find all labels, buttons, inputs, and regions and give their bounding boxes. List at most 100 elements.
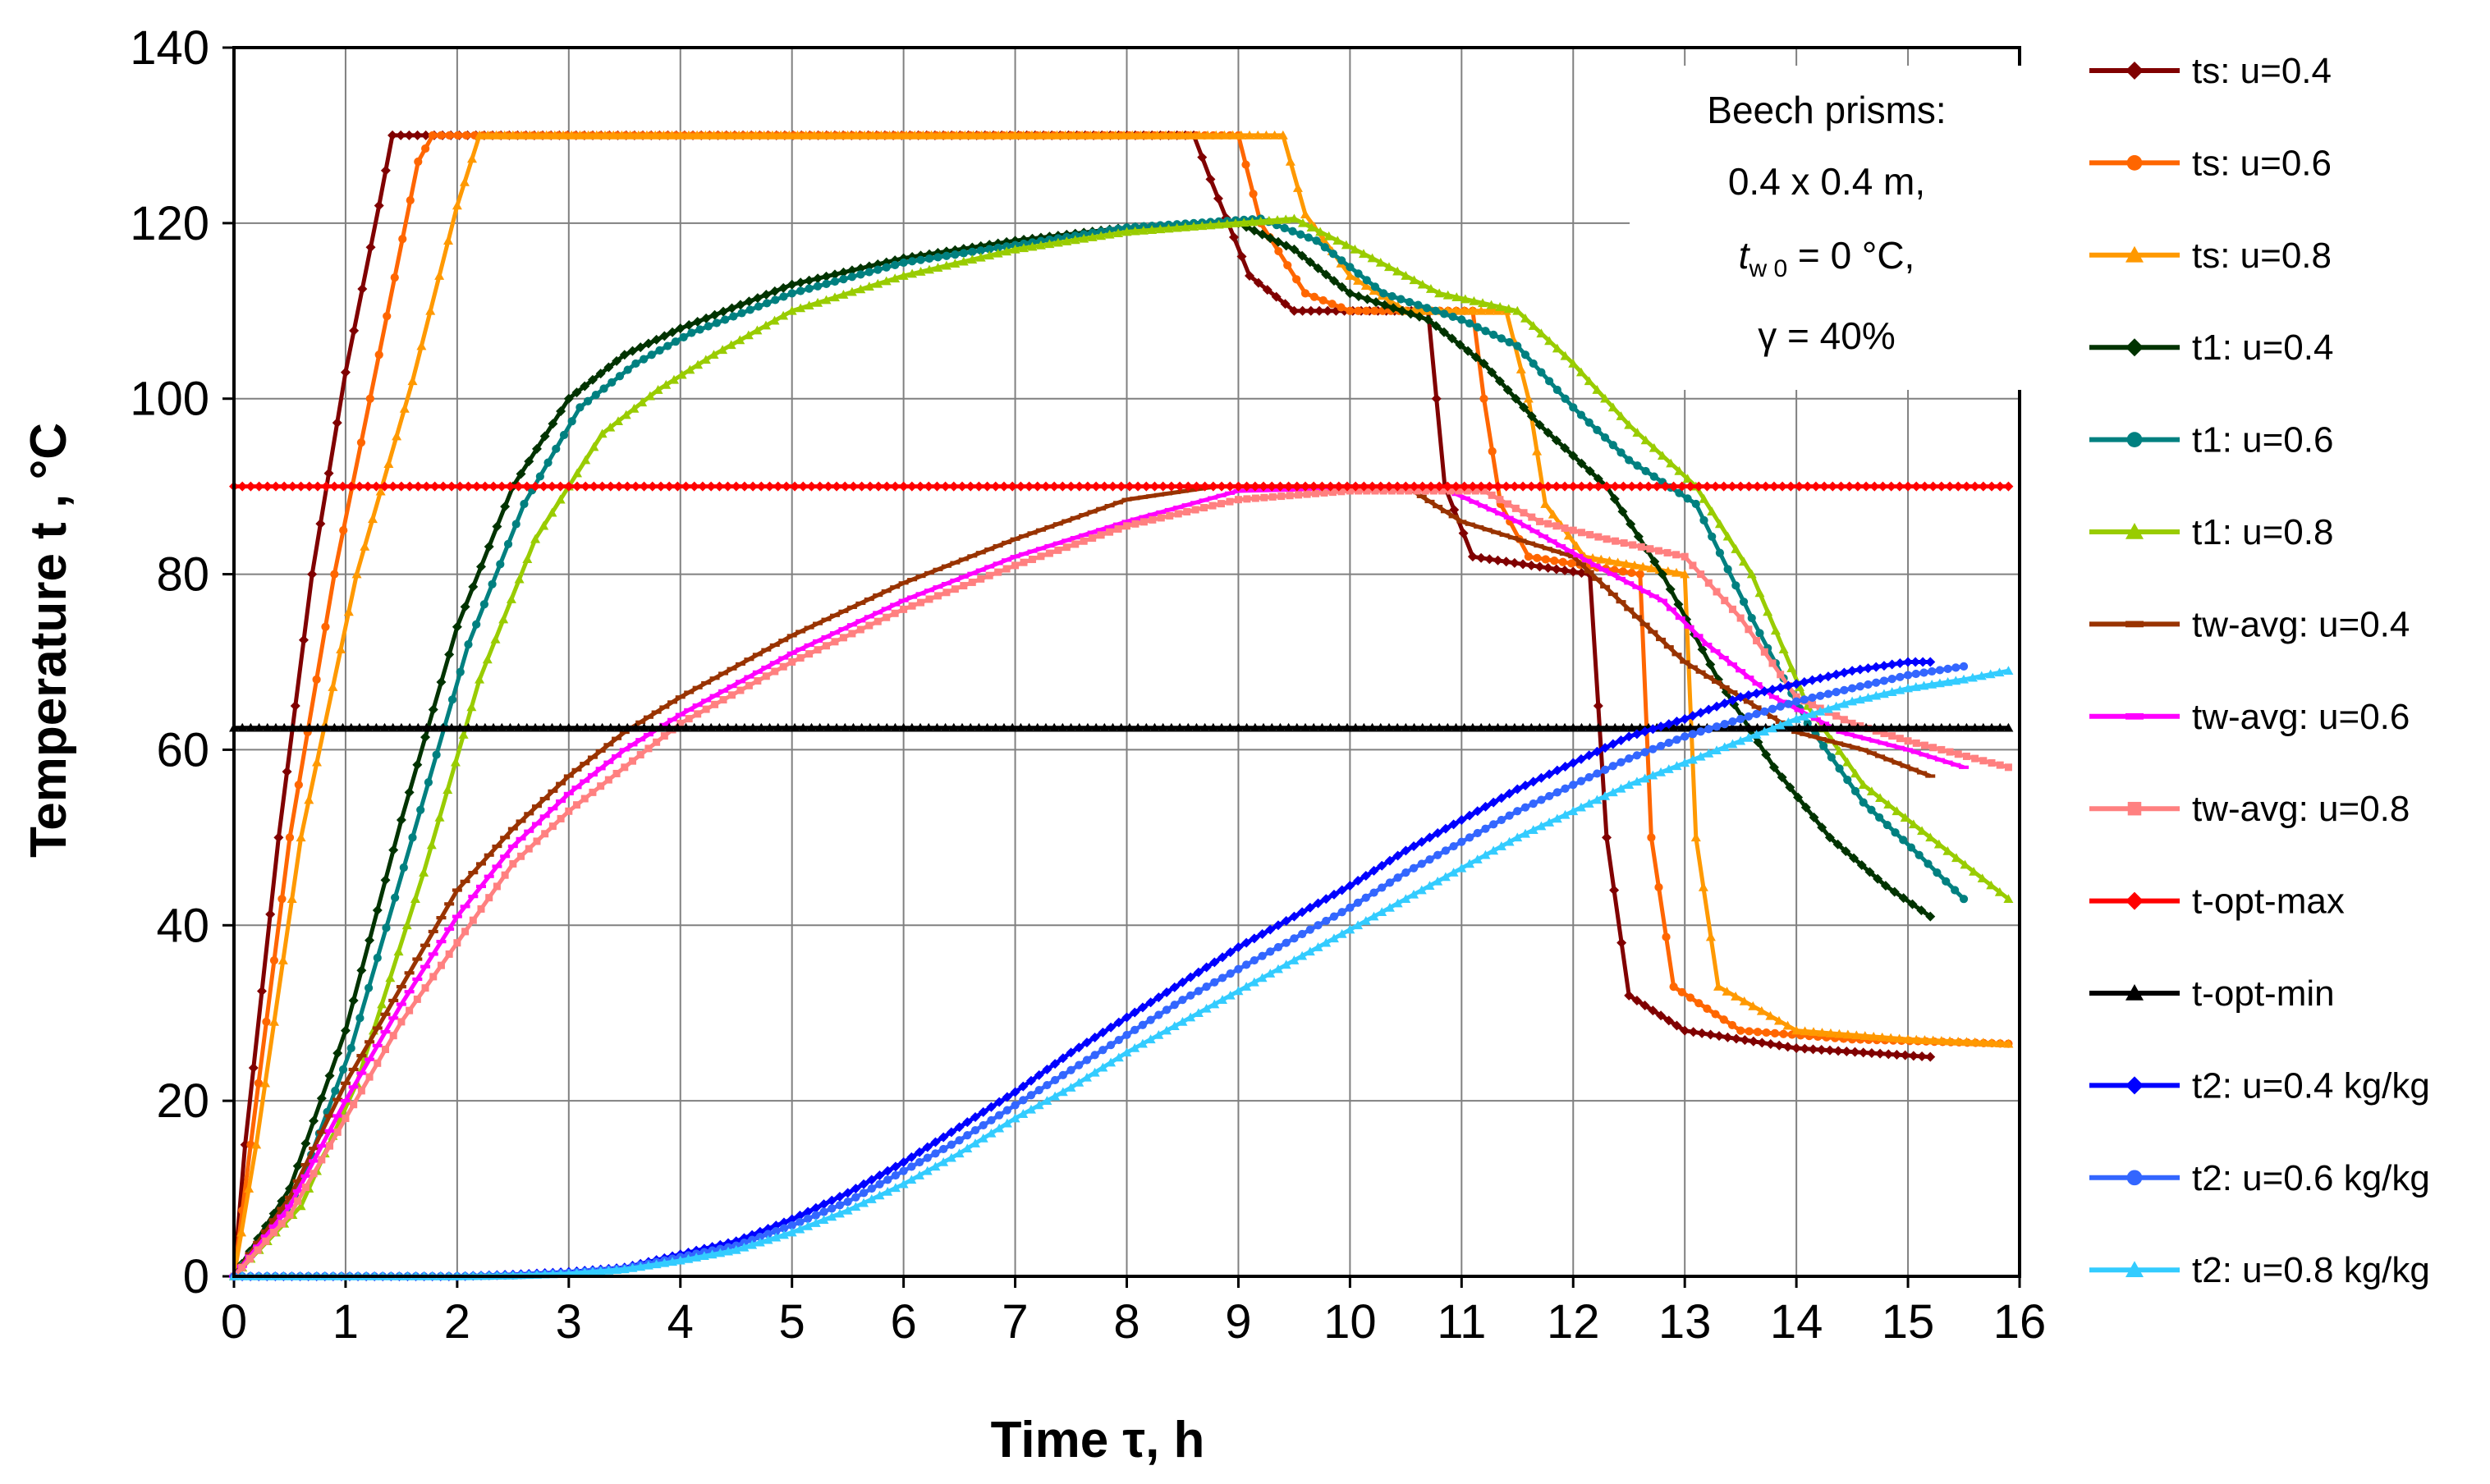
data-point [1900, 764, 1910, 768]
data-point [784, 130, 795, 140]
legend-label: t2: u=0.8 kg/kg [2192, 1250, 2430, 1290]
data-point [1296, 230, 1305, 239]
data-point [2004, 763, 2012, 772]
data-point [1488, 797, 1499, 808]
data-point [1656, 741, 1666, 750]
data-point [1442, 481, 1453, 492]
data-point [1640, 748, 1649, 757]
data-point [444, 902, 455, 906]
data-point [284, 1195, 295, 1199]
data-point [918, 130, 929, 140]
data-point [848, 722, 859, 732]
data-point [1305, 925, 1314, 934]
data-point [1518, 481, 1529, 492]
data-point [1887, 675, 1896, 684]
data-point [1760, 481, 1771, 492]
data-point [1178, 489, 1189, 493]
data-point [342, 1115, 350, 1123]
data-point [1062, 236, 1072, 245]
data-point [1800, 1026, 1810, 1036]
data-point [1431, 306, 1440, 315]
data-point [1927, 679, 1937, 689]
data-point [1631, 776, 1642, 786]
data-point [978, 1106, 988, 1117]
data-point [1584, 722, 1595, 732]
data-point [1526, 481, 1537, 492]
data-point [420, 964, 431, 969]
data-point [475, 674, 485, 684]
data-point [1290, 934, 1299, 943]
data-point [636, 751, 644, 759]
data-point [1438, 327, 1449, 337]
data-point [781, 481, 791, 492]
data-point [1449, 841, 1458, 851]
data-point [530, 722, 541, 732]
data-point [821, 634, 832, 639]
data-point [1149, 722, 1160, 732]
data-point [1217, 481, 1227, 492]
data-point [1035, 547, 1046, 551]
data-point [1878, 722, 1888, 732]
x-tick-label: 16 [1993, 1295, 2047, 1349]
data-point [717, 130, 727, 140]
data-point [539, 814, 550, 818]
data-point [1379, 487, 1387, 495]
data-point [786, 1227, 797, 1237]
data-point [1315, 227, 1326, 236]
data-point [1684, 625, 1694, 629]
data-point [1925, 1051, 1936, 1062]
data-point [865, 621, 874, 630]
data-point [769, 661, 780, 665]
data-point [1170, 490, 1181, 495]
data-point [842, 1188, 853, 1198]
data-point [492, 864, 502, 868]
data-point [1158, 481, 1168, 492]
data-point [1502, 385, 1513, 396]
data-point [1702, 481, 1713, 492]
data-point [484, 853, 494, 857]
data-point [1871, 662, 1882, 672]
data-point [254, 481, 264, 492]
data-point [839, 275, 848, 284]
data-point [1010, 1087, 1020, 1097]
data-point [332, 1097, 343, 1102]
data-point [729, 312, 738, 321]
data-point [1575, 562, 1586, 566]
data-point [1794, 481, 1804, 492]
data-point [1467, 722, 1478, 732]
data-point [1409, 863, 1419, 873]
data-point [1633, 461, 1642, 470]
data-point [1275, 722, 1286, 732]
data-point [1800, 802, 1811, 813]
data-point [1671, 717, 1682, 727]
data-point [779, 292, 788, 301]
data-point [1844, 732, 1855, 736]
data-point [1731, 1033, 1741, 1044]
data-point [1631, 995, 1642, 1005]
data-point [1839, 667, 1850, 678]
data-point [847, 273, 856, 282]
data-point [1680, 714, 1690, 725]
data-point [428, 131, 438, 140]
data-point [1710, 481, 1721, 492]
data-point [343, 607, 354, 616]
data-point [1778, 644, 1789, 654]
data-point [1424, 499, 1435, 504]
data-point [1728, 605, 1736, 613]
data-point [1777, 481, 1788, 492]
data-point [1289, 213, 1300, 223]
data-point [1736, 1026, 1745, 1035]
data-point [287, 722, 298, 732]
data-point [424, 778, 433, 787]
data-point [556, 781, 566, 786]
data-point [939, 1144, 948, 1154]
data-point [421, 481, 432, 492]
data-point [884, 130, 895, 140]
data-point [1552, 522, 1561, 530]
data-point [651, 710, 662, 714]
data-point [659, 722, 670, 726]
data-point [1576, 481, 1587, 492]
data-point [1529, 529, 1540, 534]
data-point [1480, 850, 1491, 859]
data-point [950, 259, 961, 268]
